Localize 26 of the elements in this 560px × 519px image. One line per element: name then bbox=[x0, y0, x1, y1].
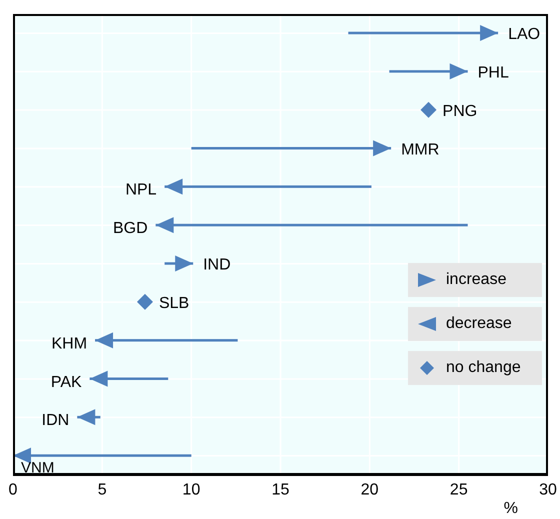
x-axis-title: % bbox=[504, 500, 518, 517]
x-tick-label: 30 bbox=[539, 481, 557, 498]
x-tick-label: 5 bbox=[98, 481, 107, 498]
y-tick-label: MMR bbox=[401, 141, 440, 158]
x-tick-label: 15 bbox=[272, 481, 290, 498]
x-tick-label: 10 bbox=[182, 481, 200, 498]
legend-panel: decrease bbox=[408, 307, 542, 341]
legend-panel: no change bbox=[408, 351, 542, 385]
legend-panel: increase bbox=[408, 263, 542, 297]
legend-label: increase bbox=[446, 271, 506, 289]
y-tick-label: VNM bbox=[21, 460, 54, 477]
y-tick-label: IDN bbox=[42, 412, 70, 430]
y-tick-label: PNG bbox=[442, 102, 478, 120]
y-tick-label: BGD bbox=[112, 220, 148, 238]
y-tick-label: PAK bbox=[50, 374, 82, 391]
x-tick-label: 0 bbox=[8, 481, 18, 498]
y-tick-label: IND bbox=[203, 256, 231, 274]
x-tick-label: 20 bbox=[360, 481, 379, 498]
y-tick-label: LAO bbox=[508, 26, 540, 43]
y-tick-label: NPL bbox=[125, 182, 157, 199]
legend-label: decrease bbox=[446, 315, 512, 333]
x-tick-label: 25 bbox=[450, 481, 468, 498]
y-tick-label: KHM bbox=[51, 335, 88, 352]
legend-label: no change bbox=[446, 359, 521, 377]
y-tick-label: SLB bbox=[158, 294, 190, 312]
y-tick-label: PHL bbox=[478, 64, 509, 82]
